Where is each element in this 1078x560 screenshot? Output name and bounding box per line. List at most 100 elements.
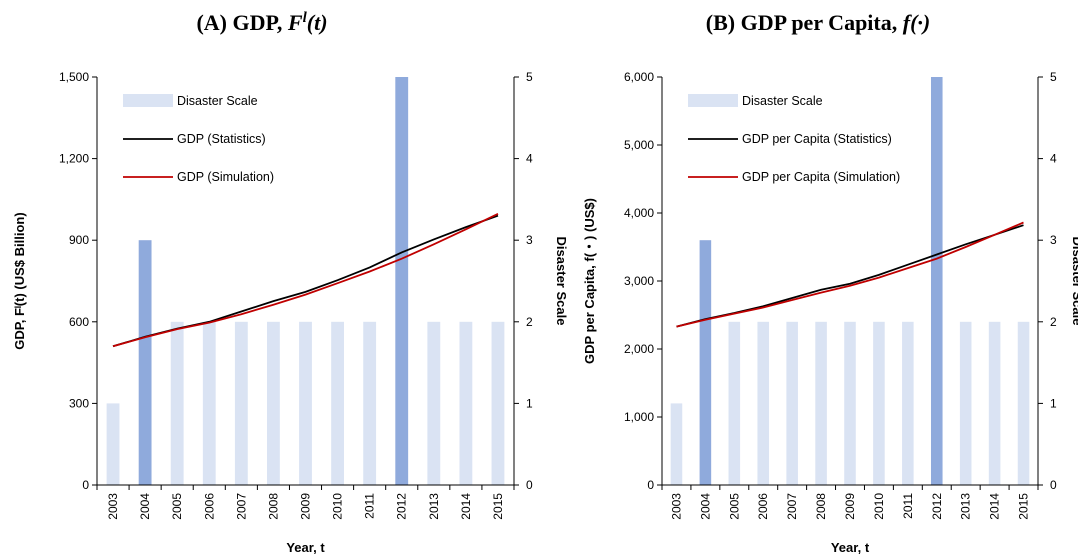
- x-tick-label: 2009: [299, 493, 313, 520]
- x-tick-label: 2011: [363, 493, 377, 519]
- x-tick-label: 2013: [427, 493, 441, 520]
- y2-tick-label: 1: [526, 396, 533, 410]
- x-tick-label: 2005: [727, 493, 741, 520]
- x-tick-label: 2015: [491, 493, 505, 520]
- x-tick-label: 2008: [266, 493, 280, 520]
- legend-label: GDP per Capita (Simulation): [742, 170, 900, 184]
- y2-tick-label: 1: [1050, 396, 1057, 410]
- bar-disaster-scale: [1017, 321, 1030, 485]
- line-statistics: [676, 224, 1024, 328]
- bar-disaster-scale: [959, 321, 972, 485]
- x-tick-label: 2004: [698, 493, 712, 520]
- bar-disaster-scale: [331, 321, 344, 485]
- y-tick-label: 6,000: [624, 70, 654, 84]
- y-tick-label: 0: [647, 478, 654, 492]
- y-tick-label: 4,000: [624, 206, 654, 220]
- bar-disaster-scale: [427, 321, 441, 485]
- x-tick-label: 2008: [814, 493, 828, 520]
- chart-b: (B) GDP per Capita, f(·) 0 1,000 2,000 3,000…: [582, 10, 1078, 555]
- chart-title: (B) GDP per Capita, f(·): [706, 10, 930, 35]
- x-tick-label: 2015: [1017, 493, 1031, 520]
- bar-disaster-scale: [844, 321, 856, 485]
- y-tick-label: 1,000: [624, 410, 654, 424]
- x-tick-label: 2012: [930, 493, 944, 520]
- x-tick-label: 2014: [988, 493, 1002, 520]
- legend: Disaster Scale GDP (Statistics) GDP (Simul…: [123, 94, 274, 184]
- y2-tick-label: 0: [526, 478, 533, 492]
- y-tick-label: 600: [69, 315, 89, 329]
- bar-disaster-scale: [363, 321, 377, 485]
- chart-title: (A) GDP, Fl(t): [196, 10, 327, 35]
- legend-label: Disaster Scale: [177, 94, 258, 108]
- bar-disaster-scale: [202, 321, 216, 485]
- x-tick-label: 2010: [872, 493, 886, 520]
- y-tick-label: 900: [69, 233, 89, 247]
- bar-disaster-scale: [930, 77, 943, 485]
- x-tick-label: 2004: [138, 493, 152, 520]
- bar-disaster-scale: [299, 321, 312, 485]
- chart-a: (A) GDP, Fl(t) 0 300 600 900 1,200 1,500 0 1 2 3 4 5…: [12, 10, 569, 555]
- y2-tick-label: 2: [1050, 315, 1057, 329]
- x-tick-label: 2009: [843, 493, 857, 520]
- bar-disaster-scale: [699, 240, 712, 485]
- y2-tick-label: 3: [1050, 233, 1057, 247]
- x-tick-label: 2014: [459, 493, 473, 520]
- x-tick-label: 2006: [756, 493, 770, 520]
- legend-label: GDP (Statistics): [177, 132, 266, 146]
- y-tick-label: 3,000: [624, 274, 654, 288]
- legend-label: GDP per Capita (Statistics): [742, 132, 892, 146]
- bar-disaster-scale: [138, 240, 152, 485]
- y2-tick-label: 2: [526, 315, 533, 329]
- x-tick-label: 2007: [234, 493, 248, 520]
- y-tick-label: 0: [82, 478, 89, 492]
- y2-axis-label: Disaster Scale: [1070, 237, 1078, 326]
- y2-tick-label: 5: [526, 70, 533, 84]
- bar-disaster-scale: [873, 321, 885, 485]
- bar-disaster-scale: [815, 321, 827, 485]
- x-axis-label: Year, t: [831, 540, 870, 555]
- x-tick-label: 2013: [959, 493, 973, 520]
- x-tick-label: 2012: [395, 493, 409, 520]
- legend-label: Disaster Scale: [742, 94, 823, 108]
- legend-label: GDP (Simulation): [177, 170, 274, 184]
- bar-disaster-scale: [786, 321, 798, 485]
- y-tick-label: 1,500: [59, 70, 89, 84]
- bar-disaster-scale: [491, 321, 505, 485]
- bar-disaster-scale: [757, 321, 770, 485]
- line-simulation: [676, 221, 1024, 328]
- y-tick-label: 2,000: [624, 342, 654, 356]
- y2-tick-label: 3: [526, 233, 533, 247]
- legend-swatch-bar: [688, 94, 738, 107]
- y-tick-label: 5,000: [624, 138, 654, 152]
- bar-disaster-scale: [988, 321, 1001, 485]
- legend-swatch-bar: [123, 94, 173, 107]
- x-tick-label: 2003: [669, 493, 683, 520]
- x-tick-label: 2003: [106, 493, 120, 520]
- x-axis-label: Year, t: [286, 540, 325, 555]
- x-tick-label: 2005: [170, 493, 184, 520]
- legend: Disaster Scale GDP per Capita (Statistics…: [688, 94, 900, 184]
- y2-tick-label: 0: [1050, 478, 1057, 492]
- y2-tick-label: 5: [1050, 70, 1057, 84]
- bar-disaster-scale: [728, 321, 741, 485]
- y-tick-label: 300: [69, 396, 89, 410]
- bar-disaster-scale: [267, 321, 280, 485]
- bar-disaster-scale: [902, 321, 914, 485]
- y-axis-label: GDP per Capita, f(・) (US$): [582, 198, 597, 364]
- bar-disaster-scale: [670, 403, 683, 485]
- y-tick-label: 1,200: [59, 152, 89, 166]
- y2-tick-label: 4: [526, 152, 533, 166]
- y-axis-label: GDP, Fˡ(t) (US$ Billion): [12, 212, 27, 349]
- bar-disaster-scale: [106, 403, 120, 485]
- bar-disaster-scale: [234, 321, 248, 485]
- y2-axis-label: Disaster Scale: [554, 237, 569, 326]
- line-simulation: [112, 212, 499, 348]
- y2-tick-label: 4: [1050, 152, 1057, 166]
- x-tick-label: 2007: [785, 493, 799, 520]
- x-tick-label: 2010: [331, 493, 345, 520]
- bar-disaster-scale: [395, 77, 409, 485]
- bar-disaster-scale: [459, 321, 473, 485]
- x-tick-label: 2006: [202, 493, 216, 520]
- bar-disaster-scale: [170, 321, 184, 485]
